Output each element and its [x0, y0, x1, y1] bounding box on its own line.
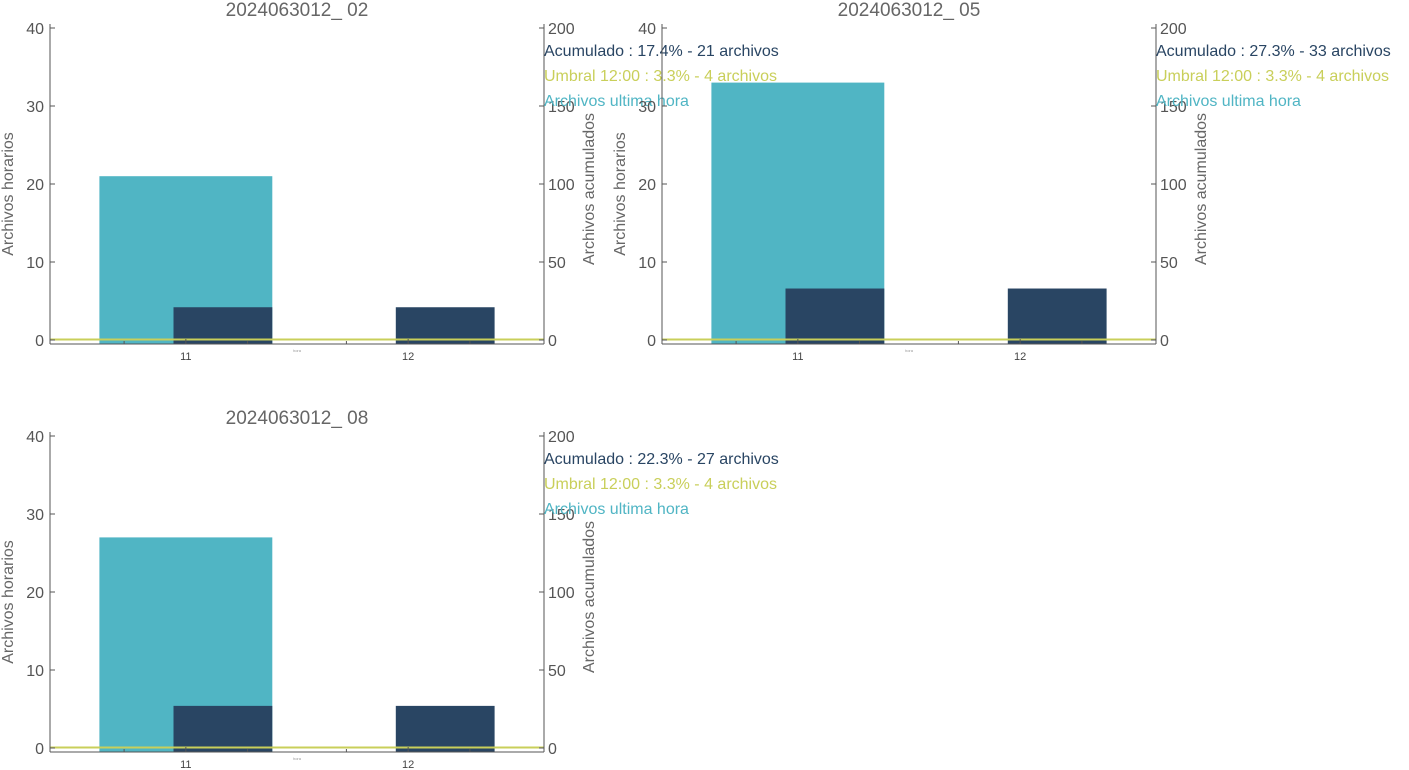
left-tick-label-0: 0: [35, 741, 44, 758]
y-axis-label-right: Archivos acumulados: [581, 113, 598, 265]
left-tick-label-20: 20: [26, 177, 44, 194]
x-tick-label-12: 12: [402, 759, 414, 770]
x-tick-label-11: 11: [792, 351, 803, 363]
accumulated-bar-12: [1007, 288, 1107, 344]
left-tick-label-30: 30: [26, 507, 44, 524]
y-axis-label-left: Archivos horarios: [612, 132, 629, 256]
legend-entry-1: Acumulado : 22.3% - 27 archivos: [544, 451, 779, 468]
accumulated-bar-11: [173, 705, 273, 752]
x-tick-label-12: 12: [402, 351, 414, 363]
left-tick-label-0: 0: [647, 333, 656, 350]
accumulated-bar-12: [395, 307, 495, 344]
x-axis-unit: hora: [293, 756, 302, 761]
y-axis-label-left: Archivos horarios: [0, 540, 17, 664]
legend-entry-3: Archivos ultima hora: [544, 501, 689, 518]
x-tick-label-12: 12: [1014, 351, 1026, 363]
right-tick-label-150: 150: [548, 507, 575, 524]
left-tick-label-40: 40: [26, 21, 44, 38]
x-axis-unit: hora: [293, 348, 302, 353]
right-tick-label-0: 0: [1160, 333, 1169, 350]
right-tick-label-50: 50: [548, 663, 566, 680]
legend-entry-2: Umbral 12:00 : 3.3% - 4 archivos: [544, 476, 777, 493]
left-tick-label-10: 10: [638, 255, 656, 272]
accumulated-bar-12: [395, 705, 495, 752]
chart-panel-2: 2024063012_ 05 0 10 20 30 40 0 50 100 150 200 11 12 h…: [612, 0, 1391, 363]
right-tick-label-0: 0: [548, 741, 557, 758]
left-tick-label-40: 40: [26, 429, 44, 446]
y-axis-label-right: Archivos acumulados: [1193, 113, 1210, 265]
accumulated-bar-11: [173, 307, 273, 344]
y-axis-label-left: Archivos horarios: [0, 132, 17, 256]
chart-title: 2024063012_ 05: [838, 0, 981, 21]
right-tick-label-150: 150: [548, 99, 575, 116]
legend-entry-1: Acumulado : 27.3% - 33 archivos: [1156, 43, 1391, 60]
right-tick-label-200: 200: [548, 21, 575, 38]
right-tick-label-50: 50: [1160, 255, 1178, 272]
right-tick-label-200: 200: [548, 429, 575, 446]
legend-entry-3: Archivos ultima hora: [1156, 93, 1301, 110]
left-tick-label-20: 20: [638, 177, 656, 194]
x-axis-unit: hora: [905, 348, 914, 353]
x-tick-label-11: 11: [180, 351, 191, 363]
right-tick-label-150: 150: [1160, 99, 1187, 116]
chart-title: 2024063012_ 08: [226, 408, 369, 429]
legend-entry-3: Archivos ultima hora: [544, 93, 689, 110]
chart-panel-3: 2024063012_ 08 0 10 20 30 40 0 50 100 150 200 11 12 h…: [0, 408, 779, 770]
y-axis-label-right: Archivos acumulados: [581, 521, 598, 673]
left-tick-label-20: 20: [26, 585, 44, 602]
legend-entry-2: Umbral 12:00 : 3.3% - 4 archivos: [544, 68, 777, 85]
chart-title: 2024063012_ 02: [226, 0, 369, 21]
left-tick-label-0: 0: [35, 333, 44, 350]
left-tick-label-40: 40: [638, 21, 656, 38]
left-tick-label-30: 30: [26, 99, 44, 116]
right-tick-label-50: 50: [548, 255, 566, 272]
accumulated-bar-11: [785, 288, 885, 344]
left-tick-label-30: 30: [638, 99, 656, 116]
right-tick-label-100: 100: [548, 585, 575, 602]
left-tick-label-10: 10: [26, 255, 44, 272]
left-tick-label-10: 10: [26, 663, 44, 680]
legend-entry-1: Acumulado : 17.4% - 21 archivos: [544, 43, 779, 60]
right-tick-label-100: 100: [548, 177, 575, 194]
x-tick-label-11: 11: [180, 759, 191, 770]
legend-entry-2: Umbral 12:00 : 3.3% - 4 archivos: [1156, 68, 1389, 85]
right-tick-label-100: 100: [1160, 177, 1187, 194]
right-tick-label-0: 0: [548, 333, 557, 350]
right-tick-label-200: 200: [1160, 21, 1187, 38]
